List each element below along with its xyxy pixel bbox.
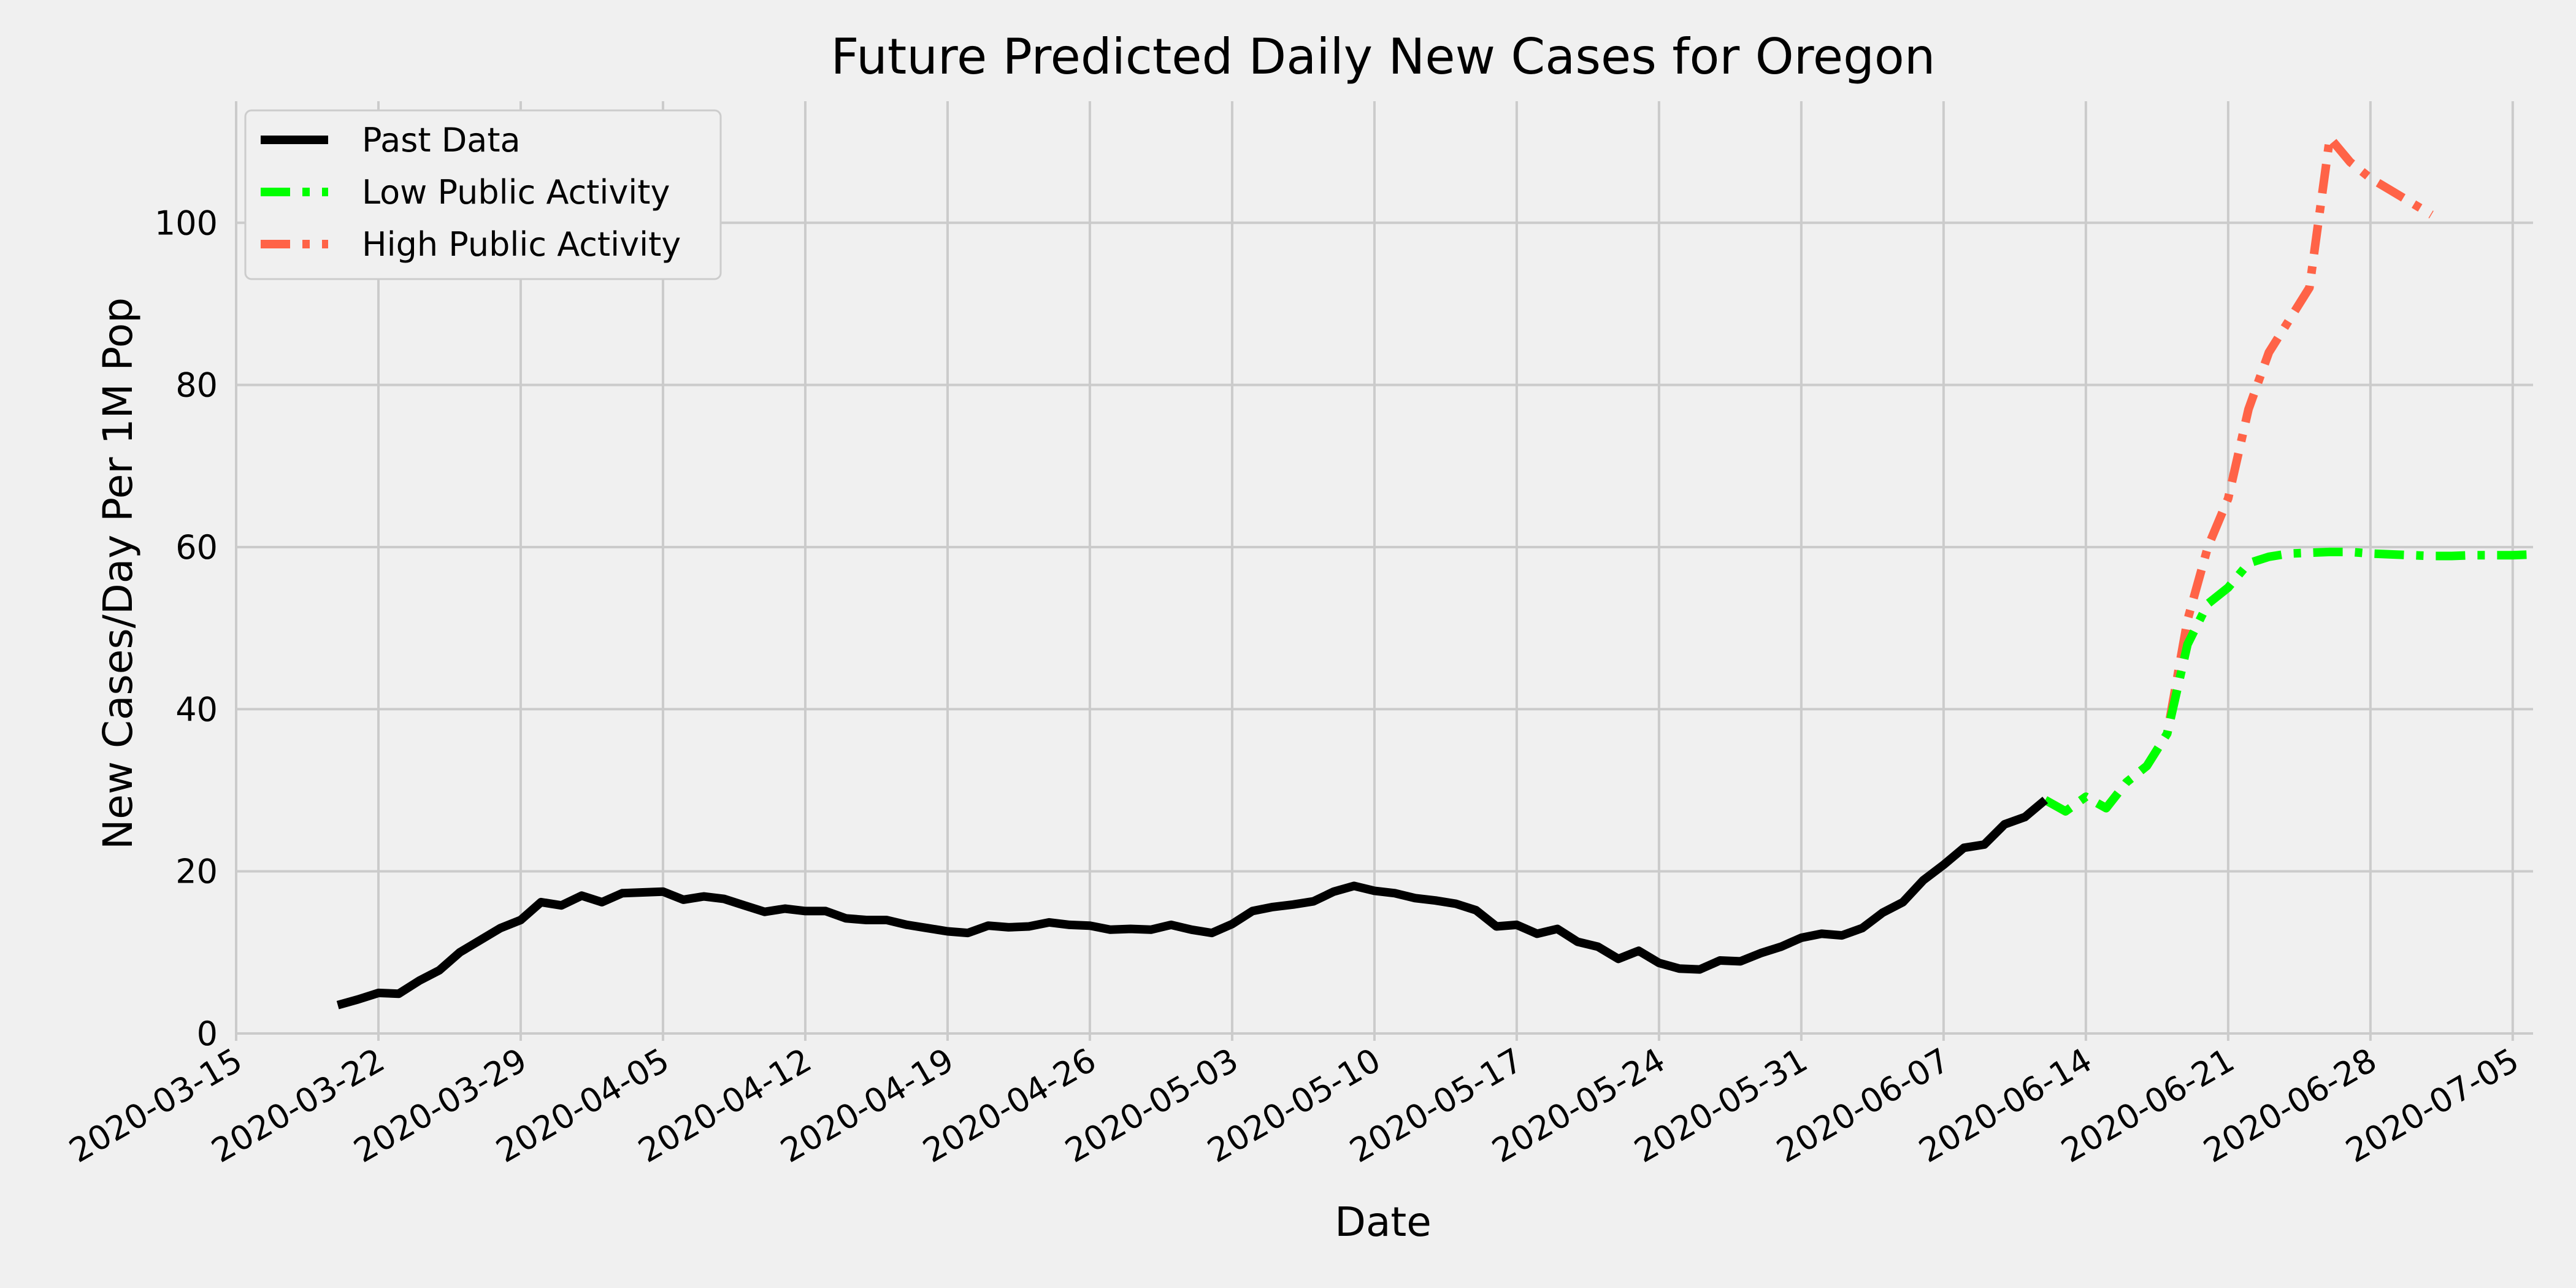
legend-label: Low Public Activity <box>362 173 670 212</box>
series-line-0 <box>336 796 2049 1010</box>
y-tick-label: 80 <box>175 366 218 405</box>
legend: Past Data Low Public Activity High Public … <box>244 109 722 280</box>
y-tick-label: 60 <box>175 528 218 567</box>
series-line-1 <box>2043 547 2534 816</box>
y-tick-label: 40 <box>175 690 218 729</box>
legend-box <box>244 109 722 280</box>
legend-label: Past Data <box>362 121 521 159</box>
y-tick-label: 0 <box>197 1014 218 1053</box>
y-axis-label: New Cases/Day Per 1M Pop <box>94 297 142 849</box>
y-tick-label: 20 <box>175 853 218 891</box>
chart-title: Future Predicted Daily New Cases for Ore… <box>830 28 1935 85</box>
y-tick-label: 100 <box>155 204 218 242</box>
series-lines <box>336 133 2534 1010</box>
legend-label: High Public Activity <box>362 225 681 264</box>
x-axis-label: Date <box>1335 1198 1432 1246</box>
